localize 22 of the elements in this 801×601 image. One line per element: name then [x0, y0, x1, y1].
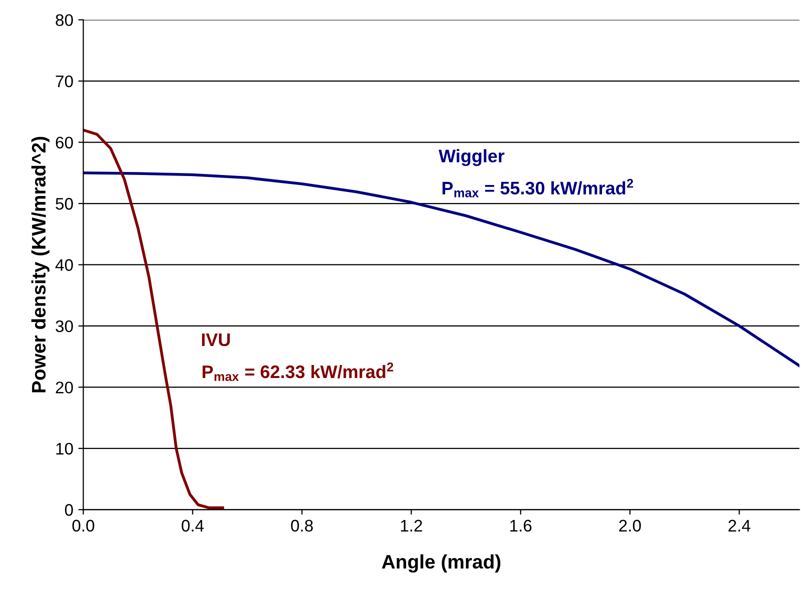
x-tick-label: 1.6 — [510, 520, 532, 532]
y-tick-label: 20 — [56, 382, 73, 394]
x-tick-label: 2.0 — [619, 520, 641, 532]
x-tick-label: 1.2 — [400, 520, 422, 532]
x-tick-label: 0.0 — [72, 520, 94, 532]
y-tick-label: 30 — [56, 320, 73, 332]
annotation: P$_{max}$ = 55.30 kW/mrad$^{2}$ — [442, 178, 634, 198]
text: IVU — [202, 334, 230, 346]
y-axis-title: Power density (KW/mrad^2) — [31, 136, 50, 392]
x-tick-label: 0.4 — [182, 520, 204, 532]
y-tick-label: 40 — [55, 259, 73, 271]
y-tick-label: 80 — [56, 14, 73, 26]
x-tick-label: 0.8 — [291, 520, 313, 532]
text: Wiggler — [438, 149, 504, 166]
x-tick-label: 2.4 — [728, 520, 750, 532]
y-tick-label: 50 — [56, 198, 73, 210]
annotation: P$_{max}$ = 62.33 kW/mrad$^{2}$ — [202, 362, 394, 382]
y-tick-label: 10 — [56, 442, 73, 455]
y-tick-label: 70 — [56, 75, 73, 88]
y-tick-label: 0 — [64, 504, 73, 516]
y-tick-label: 60 — [56, 136, 73, 148]
x-axis-title: Angle (mrad) — [382, 554, 500, 573]
